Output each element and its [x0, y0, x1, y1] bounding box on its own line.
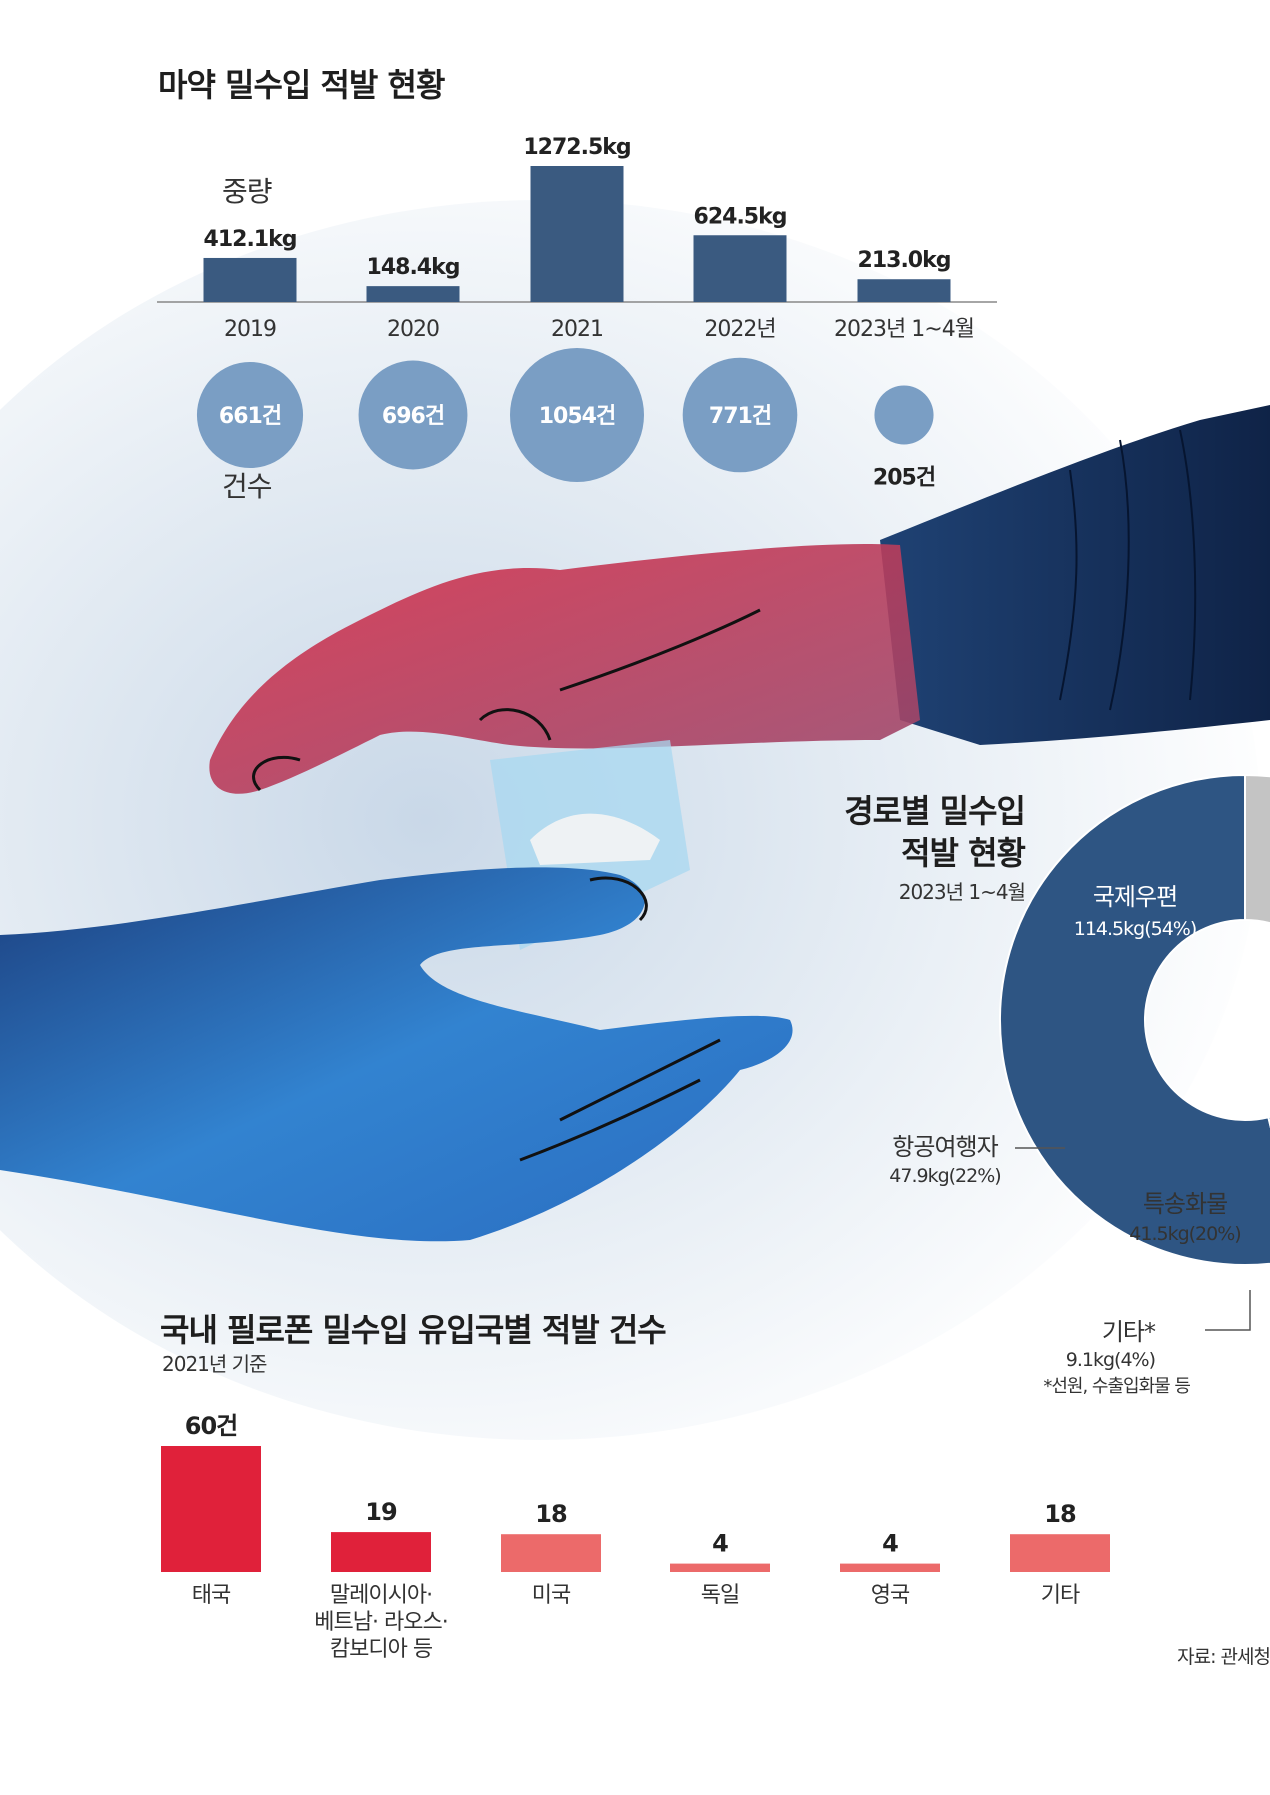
donut-title: 경로별 밀수입 적발 현황	[844, 790, 1026, 874]
donut-slice	[999, 773, 1270, 1266]
red-hand-shape	[209, 544, 920, 794]
donut-slice-name: 항공여행자	[892, 1133, 998, 1161]
country-label: 기타	[1041, 1583, 1080, 1608]
country-label: 캄보디아 등	[330, 1637, 433, 1662]
country-label: 베트남· 라오스·	[314, 1610, 447, 1635]
donut-slice-name: 기타*	[1102, 1318, 1156, 1346]
country-value-label: 18	[535, 1500, 567, 1528]
country-label: 독일	[701, 1583, 739, 1608]
country-label: 태국	[192, 1583, 231, 1608]
weight-bar	[857, 279, 951, 302]
country-value-label: 4	[882, 1530, 898, 1558]
donut-slice-name: 국제우편	[1093, 883, 1177, 911]
count-label: 661건	[219, 404, 281, 429]
country-label: 말레이시아·	[330, 1583, 432, 1608]
year-label: 2020	[387, 317, 439, 342]
count-circle	[682, 357, 798, 473]
blue-hand-shape	[0, 867, 793, 1242]
country-value-label: 60건	[185, 1412, 237, 1440]
weight-bar	[530, 166, 624, 302]
donut-slice-name: 특송화물	[1143, 1190, 1227, 1218]
leader-line	[1205, 1290, 1251, 1331]
country-bar	[670, 1563, 770, 1572]
count-circle	[510, 348, 644, 482]
count-label: 696건	[382, 404, 444, 429]
year-label: 2022년	[704, 317, 775, 342]
weight-value-label: 213.0kg	[858, 248, 951, 273]
donut-slice-value: 41.5kg(20%)	[1129, 1223, 1240, 1245]
count-circle	[196, 361, 304, 469]
donut-slice-value: 9.1kg(4%)	[1066, 1349, 1155, 1371]
count-label: 771건	[709, 404, 771, 429]
donut-slice-value: 114.5kg(54%)	[1074, 918, 1197, 940]
sleeve-shape	[880, 405, 1270, 745]
country-label: 미국	[532, 1583, 571, 1608]
count-circle	[358, 360, 468, 470]
country-bar	[161, 1446, 261, 1572]
year-label: 2023년 1~4월	[834, 317, 974, 342]
donut-slice-value: 47.9kg(22%)	[889, 1165, 1000, 1187]
source-label: 자료: 관세청	[1177, 1646, 1270, 1668]
count-label: 205건	[873, 466, 935, 491]
country-bar	[331, 1532, 431, 1572]
year-label: 2021	[551, 317, 603, 342]
country-bar	[840, 1563, 940, 1572]
donut-subtitle: 2023년 1~4월	[898, 880, 1026, 904]
year-label: 2019	[224, 317, 276, 342]
country-bar	[501, 1534, 601, 1572]
weight-axis-label: 중량	[222, 175, 273, 208]
weight-value-label: 624.5kg	[694, 204, 787, 229]
weight-value-label: 148.4kg	[367, 255, 460, 280]
country-value-label: 18	[1044, 1500, 1076, 1528]
country-chart-subtitle: 2021년 기준	[162, 1352, 267, 1376]
count-axis-label: 건수	[222, 470, 273, 503]
count-label: 1054건	[539, 404, 615, 429]
weight-value-label: 412.1kg	[204, 227, 297, 252]
donut-title-line2: 적발 현황	[901, 834, 1026, 872]
country-chart-title: 국내 필로폰 밀수입 유입국별 적발 건수	[160, 1311, 667, 1349]
powder-shape	[530, 813, 660, 865]
donut-footnote: *선원, 수출입화물 등	[1043, 1376, 1191, 1397]
country-value-label: 4	[712, 1530, 728, 1558]
weight-bar	[203, 257, 297, 302]
weight-bar	[693, 235, 787, 302]
country-value-label: 19	[365, 1498, 397, 1526]
weight-bar	[366, 286, 460, 302]
weight-value-label: 1272.5kg	[523, 135, 630, 160]
country-label: 영국	[871, 1583, 910, 1608]
main-title: 마약 밀수입 적발 현황	[158, 66, 445, 104]
donut-title-line1: 경로별 밀수입	[844, 792, 1026, 830]
count-circle	[874, 385, 934, 445]
country-bar	[1010, 1534, 1110, 1572]
weight-count-chart: 412.1kg 2019 148.4kg 2020 1272.5kg 2021 624.5k…	[157, 135, 997, 491]
donut-slice	[1244, 773, 1270, 925]
